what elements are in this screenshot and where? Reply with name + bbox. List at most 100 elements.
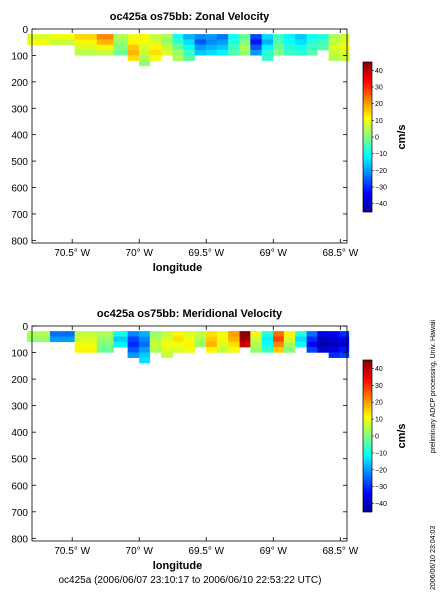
velocity-cell — [183, 34, 196, 40]
velocity-cell — [149, 34, 162, 40]
velocity-cell — [228, 49, 240, 56]
velocity-cell — [239, 44, 251, 51]
velocity-cell — [273, 336, 285, 343]
velocity-cell — [250, 49, 263, 56]
velocity-cell — [306, 49, 318, 56]
velocity-cell — [183, 347, 196, 353]
velocity-cell — [273, 331, 285, 337]
zonal-velocity-panel: oc425a os75bb: Zonal Velocity01002003004… — [11, 11, 408, 274]
velocity-cell — [206, 44, 218, 51]
velocity-cell — [96, 347, 114, 353]
velocity-cell — [339, 347, 350, 353]
velocity-cell — [183, 341, 196, 348]
y-tick-label: 800 — [11, 534, 28, 545]
y-tick-label: 500 — [11, 455, 28, 466]
velocity-cell — [27, 336, 51, 343]
velocity-cell — [161, 341, 173, 348]
velocity-cell — [228, 341, 240, 348]
velocity-cell — [172, 336, 184, 343]
y-tick-label: 300 — [11, 402, 28, 413]
colorbar-tick-label: −10 — [375, 450, 387, 457]
colorbar-tick-label: 30 — [375, 85, 383, 92]
velocity-cell — [239, 331, 251, 337]
colorbar-tick-label: 0 — [375, 135, 379, 142]
velocity-cell — [172, 55, 184, 61]
x-tick-label: 69° W — [260, 546, 288, 557]
velocity-cell — [172, 44, 184, 51]
velocity-cell — [339, 331, 350, 337]
velocity-cell — [283, 39, 296, 45]
velocity-cell — [139, 34, 151, 40]
velocity-cell — [49, 39, 76, 45]
velocity-cell — [216, 331, 229, 337]
velocity-cell — [172, 39, 184, 45]
velocity-cell — [139, 336, 151, 343]
velocity-cell — [149, 331, 162, 337]
x-tick-label: 70° W — [126, 248, 154, 259]
velocity-cell — [261, 49, 274, 56]
velocity-cell — [139, 49, 151, 56]
velocity-cell — [194, 49, 207, 56]
velocity-cell — [139, 44, 151, 51]
velocity-cell — [295, 34, 307, 40]
velocity-cell — [261, 347, 274, 353]
velocity-cell — [127, 55, 140, 61]
velocity-cell — [113, 336, 128, 343]
velocity-cell — [339, 39, 350, 45]
velocity-cell — [149, 44, 162, 51]
velocity-cell — [194, 331, 207, 337]
plot-frame — [31, 325, 348, 542]
velocity-cell — [206, 49, 218, 56]
velocity-cell — [206, 336, 218, 343]
velocity-cell — [306, 34, 318, 40]
y-tick-label: 300 — [11, 104, 28, 115]
velocity-cell — [216, 341, 229, 348]
velocity-cell — [339, 34, 350, 40]
velocity-cell — [206, 347, 218, 353]
velocity-cell — [74, 49, 98, 56]
velocity-cell — [328, 352, 340, 359]
velocity-cell — [250, 336, 263, 343]
velocity-cell — [317, 336, 330, 343]
velocity-cell — [127, 341, 140, 348]
velocity-cell — [273, 44, 285, 51]
velocity-cell — [49, 336, 76, 343]
velocity-cell — [149, 39, 162, 45]
velocity-cell — [317, 341, 330, 348]
velocity-cell — [250, 341, 263, 348]
velocity-cell — [139, 352, 151, 359]
velocity-cell — [172, 34, 184, 40]
x-axis-label: longitude — [153, 262, 203, 274]
velocity-cell — [27, 34, 51, 40]
velocity-cell — [139, 55, 151, 61]
velocity-cell — [161, 34, 173, 40]
velocity-cell — [194, 34, 207, 40]
velocity-cell — [149, 55, 162, 61]
x-tick-label: 69.5° W — [188, 546, 224, 557]
velocity-cell — [216, 336, 229, 343]
velocity-cell — [317, 347, 330, 353]
velocity-cell — [172, 341, 184, 348]
colorbar-tick-label: −30 — [375, 484, 387, 491]
velocity-cell — [261, 331, 274, 337]
y-tick-label: 100 — [11, 349, 28, 360]
colorbar — [362, 359, 373, 513]
velocity-cell — [273, 34, 285, 40]
velocity-cell — [183, 39, 196, 45]
velocity-cell — [228, 34, 240, 40]
velocity-cell — [328, 331, 340, 337]
velocity-cell — [113, 39, 128, 45]
velocity-cell — [161, 336, 173, 343]
chart-title: oc425a os75bb: Meridional Velocity — [97, 308, 283, 320]
velocity-cell — [96, 34, 114, 40]
velocity-cell — [328, 49, 340, 56]
velocity-cell — [183, 336, 196, 343]
velocity-cell — [273, 341, 285, 348]
colorbar-tick-label: 30 — [375, 383, 383, 390]
velocity-cell — [239, 49, 251, 56]
velocity-cell — [328, 39, 340, 45]
velocity-cell — [283, 341, 296, 348]
y-tick-label: 600 — [11, 184, 28, 195]
velocity-cell — [172, 49, 184, 56]
y-tick-label: 600 — [11, 481, 28, 492]
